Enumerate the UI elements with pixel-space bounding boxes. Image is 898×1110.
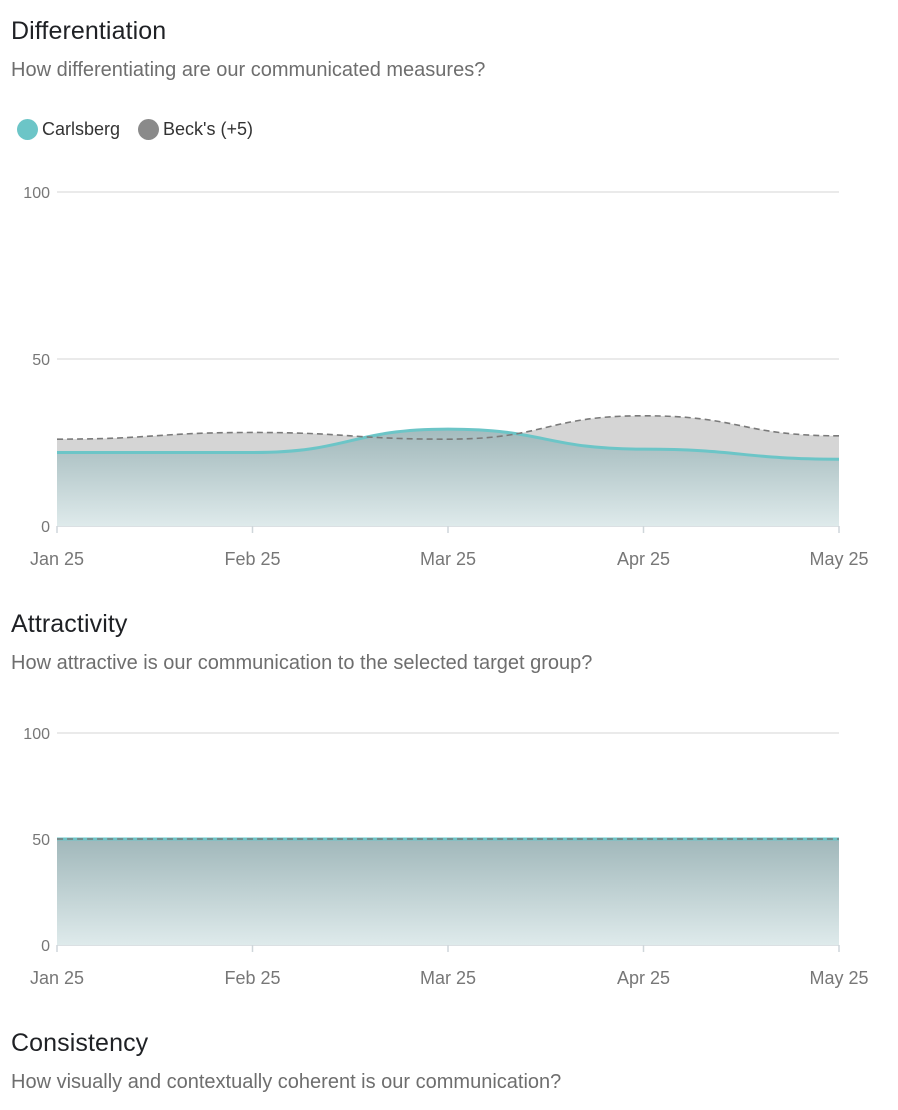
x-tick-label: Mar 25 (420, 968, 476, 988)
legend: Carlsberg Beck's (+5) (17, 119, 253, 140)
differentiation-title: Differentiation (11, 17, 167, 45)
legend-item-carlsberg[interactable]: Carlsberg (17, 119, 120, 140)
y-tick-label: 50 (32, 352, 50, 369)
x-tick-label: Jan 25 (30, 549, 84, 569)
legend-label-carlsberg: Carlsberg (42, 119, 121, 139)
y-tick-label: 0 (41, 519, 50, 536)
x-tick-label: Feb 25 (224, 968, 280, 988)
differentiation-chart: 0 50 100 Jan 25 Feb 25 Mar 25 Apr 25 May 25 (23, 185, 868, 569)
consistency-subtitle: How visually and contextually coherent i… (11, 1071, 562, 1093)
legend-item-becks[interactable]: Beck's (+5) (138, 119, 253, 140)
x-tick-label: Apr 25 (617, 549, 670, 569)
y-tick-label: 100 (23, 726, 50, 743)
x-tick-label: Jan 25 (30, 968, 84, 988)
attractivity-chart: 0 50 100 Jan 25 Feb 25 Mar 25 Apr 25 May 25 (23, 726, 868, 988)
x-tick-label: Mar 25 (420, 549, 476, 569)
y-tick-label: 0 (41, 938, 50, 955)
legend-label-becks: Beck's (+5) (163, 119, 253, 139)
consistency-title: Consistency (11, 1029, 149, 1057)
legend-dot-carlsberg (17, 119, 38, 140)
x-tick-label: Apr 25 (617, 968, 670, 988)
attractivity-subtitle: How attractive is our communication to t… (11, 652, 593, 674)
series-line-becks (56, 414, 840, 440)
x-tick-label: May 25 (809, 549, 868, 569)
x-tick-label: May 25 (809, 968, 868, 988)
x-tick-label: Feb 25 (224, 549, 280, 569)
series-area-carlsberg (57, 839, 839, 945)
series-line-carlsberg (57, 427, 840, 461)
y-tick-label: 100 (23, 185, 50, 202)
attractivity-title: Attractivity (11, 610, 128, 638)
differentiation-subtitle: How differentiating are our communicated… (11, 59, 486, 81)
y-tick-label: 50 (32, 832, 50, 849)
legend-dot-becks (138, 119, 160, 140)
